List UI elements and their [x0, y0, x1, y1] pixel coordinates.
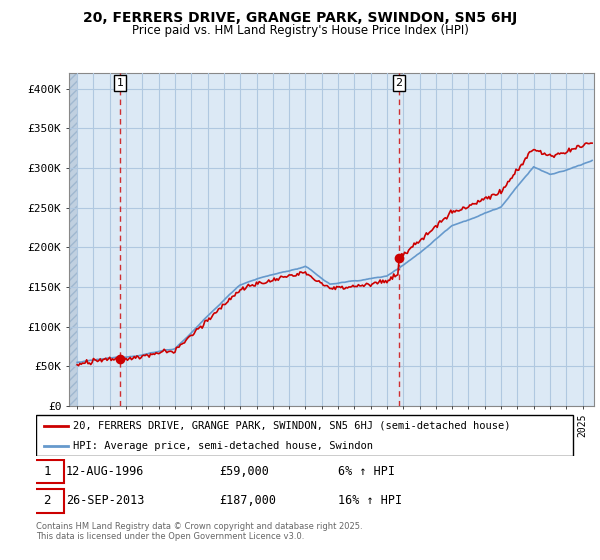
Text: 1: 1 [44, 465, 51, 478]
Bar [69, 73, 77, 406]
Text: Price paid vs. HM Land Registry's House Price Index (HPI): Price paid vs. HM Land Registry's House … [131, 24, 469, 36]
Text: 2: 2 [44, 494, 51, 507]
Text: £59,000: £59,000 [220, 465, 269, 478]
Text: 6% ↑ HPI: 6% ↑ HPI [338, 465, 395, 478]
Text: 26-SEP-2013: 26-SEP-2013 [66, 494, 144, 507]
FancyBboxPatch shape [31, 489, 64, 513]
Text: 2: 2 [395, 78, 403, 88]
Text: Contains HM Land Registry data © Crown copyright and database right 2025.
This d: Contains HM Land Registry data © Crown c… [36, 522, 362, 542]
FancyBboxPatch shape [36, 416, 574, 456]
FancyBboxPatch shape [31, 460, 64, 483]
Text: 1: 1 [116, 78, 124, 88]
Text: 20, FERRERS DRIVE, GRANGE PARK, SWINDON, SN5 6HJ: 20, FERRERS DRIVE, GRANGE PARK, SWINDON,… [83, 11, 517, 25]
Text: HPI: Average price, semi-detached house, Swindon: HPI: Average price, semi-detached house,… [73, 441, 373, 451]
Text: 16% ↑ HPI: 16% ↑ HPI [338, 494, 403, 507]
Text: 12-AUG-1996: 12-AUG-1996 [66, 465, 144, 478]
Text: 20, FERRERS DRIVE, GRANGE PARK, SWINDON, SN5 6HJ (semi-detached house): 20, FERRERS DRIVE, GRANGE PARK, SWINDON,… [73, 421, 510, 431]
Text: £187,000: £187,000 [220, 494, 277, 507]
